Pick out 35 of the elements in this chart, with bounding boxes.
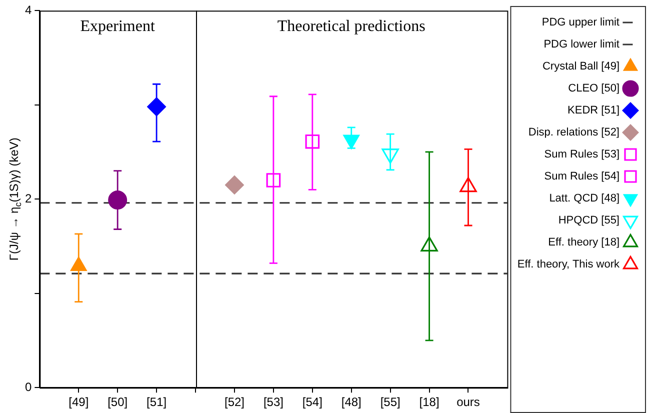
point [420,236,438,252]
y-axis-title: Γ(J/ψ → ηc(1S)γ) (keV) [7,138,23,261]
legend-label: CLEO [50] [568,82,620,95]
legend-label: Latt. QCD [48] [549,192,620,205]
legend-label: Disp. relations [52] [528,126,620,139]
legend-label: Eff. theory [18] [548,236,620,249]
legend-label: KEDR [51] [568,104,620,117]
x-tick-label: [18] [419,395,440,410]
legend-label: Eff. theory, This work [517,258,620,271]
y-tick-label: 0 [24,380,32,394]
point [224,175,244,194]
legend-label: Crystal Ball [49] [542,60,620,73]
annotation: Experiment [80,18,156,35]
x-tick-label: ours [456,395,480,410]
point [147,97,166,116]
legend-label: Sum Rules [54] [544,170,620,183]
x-tick-label: [48] [341,395,362,410]
legend-label: PDG lower limit [544,38,620,51]
point [266,173,281,188]
x-tick-label: [52] [224,395,244,410]
y-tick-label: 2 [24,191,32,206]
point [108,190,128,210]
point [70,256,87,272]
x-tick-label: [50] [108,395,128,410]
x-tick-label: [55] [380,395,400,410]
point [305,134,320,149]
x-tick-label: [53] [263,395,284,410]
annotation: Theoretical predictions [277,18,426,35]
x-tick-label: [49] [68,395,89,410]
x-tick-label: [54] [302,395,322,410]
legend-label: Sum Rules [53] [544,148,620,161]
legend-label: PDG upper limit [542,16,620,29]
y-tick-label: 4 [24,2,32,17]
legend-label: HPQCD [55] [558,214,620,227]
x-tick-label: [51] [146,395,167,410]
